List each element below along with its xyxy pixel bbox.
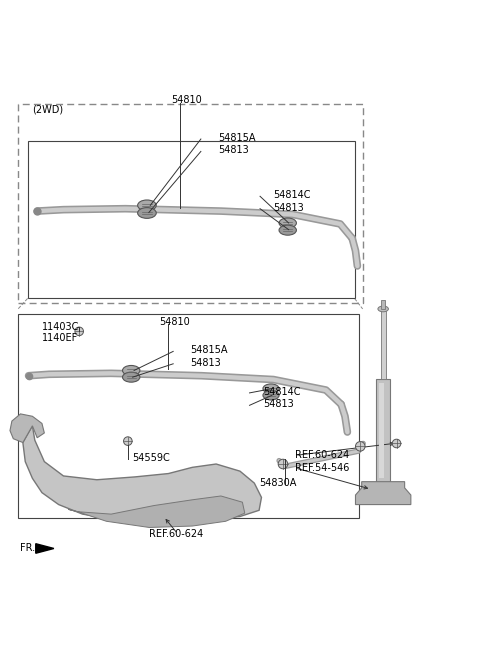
Text: (2WD): (2WD) bbox=[33, 105, 63, 115]
Ellipse shape bbox=[263, 384, 279, 393]
Bar bbox=[376, 379, 390, 482]
Polygon shape bbox=[356, 482, 411, 504]
Text: 54815A: 54815A bbox=[190, 346, 228, 356]
Polygon shape bbox=[68, 496, 245, 527]
Bar bbox=[28, 141, 355, 298]
Bar bbox=[18, 314, 360, 518]
Text: 54813: 54813 bbox=[218, 146, 249, 155]
Text: 54810: 54810 bbox=[159, 318, 190, 327]
Text: 54815A: 54815A bbox=[218, 133, 256, 143]
Ellipse shape bbox=[263, 390, 279, 400]
Text: REF.60-624: REF.60-624 bbox=[149, 529, 204, 539]
Ellipse shape bbox=[138, 207, 156, 218]
Text: 1140EF: 1140EF bbox=[42, 333, 78, 344]
Text: FR.: FR. bbox=[20, 543, 35, 554]
Circle shape bbox=[356, 441, 365, 451]
Ellipse shape bbox=[122, 372, 140, 382]
Text: 54814C: 54814C bbox=[263, 387, 300, 397]
Circle shape bbox=[278, 459, 288, 469]
Bar bbox=[381, 310, 385, 379]
Polygon shape bbox=[10, 414, 44, 443]
Ellipse shape bbox=[279, 225, 297, 236]
Circle shape bbox=[123, 437, 132, 445]
Text: 54814C: 54814C bbox=[274, 190, 311, 200]
Text: 54810: 54810 bbox=[171, 95, 202, 106]
Text: 54813: 54813 bbox=[274, 203, 304, 213]
Bar bbox=[18, 104, 363, 303]
Bar bbox=[381, 300, 385, 309]
Ellipse shape bbox=[279, 218, 297, 228]
Polygon shape bbox=[36, 546, 42, 550]
Ellipse shape bbox=[378, 306, 388, 312]
Circle shape bbox=[75, 327, 84, 336]
Text: 54830A: 54830A bbox=[259, 478, 297, 488]
Polygon shape bbox=[36, 544, 54, 553]
Text: 54813: 54813 bbox=[190, 358, 221, 368]
Text: REF.54-546: REF.54-546 bbox=[295, 463, 349, 473]
Ellipse shape bbox=[138, 200, 156, 211]
Bar bbox=[379, 383, 384, 478]
Text: 54559C: 54559C bbox=[132, 453, 170, 462]
Circle shape bbox=[392, 440, 401, 448]
Text: 11403C: 11403C bbox=[42, 322, 79, 332]
Ellipse shape bbox=[122, 365, 140, 375]
Text: 54813: 54813 bbox=[263, 400, 294, 409]
Text: REF.60-624: REF.60-624 bbox=[295, 451, 349, 461]
Polygon shape bbox=[23, 426, 262, 522]
